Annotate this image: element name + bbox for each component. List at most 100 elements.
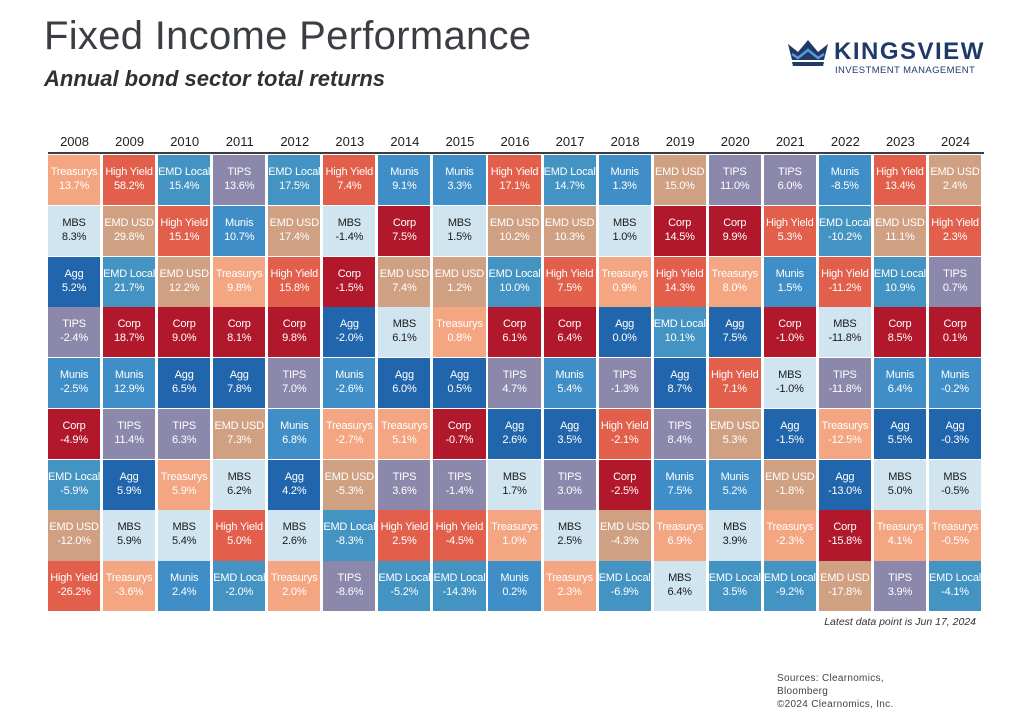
return-cell: Munis 3.3% — [433, 155, 486, 206]
return-value: -8.5% — [830, 180, 859, 192]
sector-label: Munis — [335, 369, 364, 382]
return-cell: MBS 5.9% — [103, 510, 156, 561]
sector-label: Agg — [174, 369, 194, 382]
sector-label: TIPS — [612, 369, 637, 382]
return-cell: Munis 12.9% — [103, 358, 156, 409]
return-cell: Corp 6.4% — [543, 307, 596, 358]
year-label: 2019 — [665, 134, 695, 149]
return-cell: MBS 1.0% — [598, 205, 651, 256]
return-cell: EMD Local -14.3% — [433, 561, 486, 612]
return-value: 3.9% — [722, 535, 747, 548]
sector-label: Corp — [62, 419, 86, 432]
return-value: 5.1% — [392, 433, 417, 446]
return-value: 12.2% — [169, 281, 200, 294]
sector-label: High Yield — [160, 216, 208, 229]
return-value: 10.7% — [224, 230, 255, 243]
return-value: 9.8% — [227, 281, 252, 294]
sector-label: MBS — [447, 216, 472, 229]
return-value: 10.9% — [884, 281, 916, 294]
return-cell: Agg 6.0% — [378, 358, 431, 409]
sector-label: MBS — [227, 470, 251, 483]
latest-data-note: Latest data point is Jun 17, 2024 — [824, 616, 976, 628]
return-value: 21.7% — [113, 281, 145, 294]
return-value: -1.8% — [775, 484, 804, 497]
sector-label: EMD Local — [488, 267, 541, 280]
return-cell: Agg -13.0% — [818, 459, 871, 510]
sector-label: EMD USD — [49, 521, 99, 534]
return-cell: EMD USD -4.3% — [598, 510, 651, 561]
crown-icon — [788, 40, 828, 66]
return-value: -0.2% — [941, 383, 969, 396]
return-value: -2.5% — [610, 484, 639, 497]
sector-label: Corp — [282, 318, 306, 331]
sector-label: Corp — [172, 318, 196, 331]
year-label: 2013 — [335, 134, 365, 149]
sector-label: EMD Local — [873, 267, 926, 280]
return-value: 7.4% — [392, 281, 417, 294]
kingsview-logo: KINGSVIEW INVESTMENT MANAGEMENT — [788, 38, 983, 78]
return-value: -5.3% — [335, 484, 364, 497]
sector-label: High Yield — [215, 521, 263, 534]
sector-label: MBS — [502, 470, 527, 483]
sector-label: TIPS — [62, 318, 86, 331]
return-value: -2.0% — [225, 586, 254, 599]
return-cell: EMD Local -4.1% — [928, 561, 982, 612]
return-cell: EMD USD 2.4% — [928, 155, 982, 206]
sector-label: MBS — [888, 470, 912, 483]
sector-label: Treasurys — [381, 419, 428, 432]
return-cell: EMD Local -5.2% — [378, 561, 431, 612]
return-value: 4.1% — [887, 535, 913, 548]
return-cell: EMD USD 15.0% — [653, 155, 706, 206]
sector-label: EMD Local — [378, 572, 431, 585]
return-value: 10.2% — [499, 230, 530, 243]
sector-label: Corp — [888, 318, 912, 331]
sector-label: High Yield — [435, 521, 484, 534]
return-cell: Corp -1.5% — [323, 256, 376, 307]
sector-label: Treasurys — [436, 318, 483, 331]
year-label: 2008 — [60, 134, 89, 149]
return-cell: Agg 5.5% — [873, 408, 926, 459]
sector-label: MBS — [337, 216, 361, 229]
return-cell: Treasurys -3.6% — [103, 561, 156, 612]
return-cell: MBS 5.0% — [873, 459, 926, 510]
return-value: -0.3% — [941, 433, 969, 446]
return-cell: Munis 7.5% — [653, 459, 706, 510]
return-cell: Munis -2.6% — [323, 358, 376, 409]
return-cell: Corp 18.7% — [103, 307, 156, 358]
sector-label: EMD Local — [818, 216, 871, 229]
return-cell: High Yield 7.4% — [323, 155, 376, 206]
sector-label: High Yield — [931, 216, 979, 229]
return-cell: EMD Local 14.7% — [543, 155, 596, 206]
return-cell: Munis 9.1% — [378, 155, 431, 206]
return-cell: High Yield 5.0% — [213, 510, 266, 561]
return-cell: Munis 6.4% — [873, 358, 926, 409]
sources-line-2: Bloomberg — [777, 686, 829, 697]
sector-label: Treasurys — [656, 521, 704, 534]
return-cell: Agg 5.9% — [103, 459, 156, 510]
return-cell: Munis 2.4% — [158, 561, 211, 612]
sector-label: EMD USD — [104, 216, 154, 229]
sector-label: TIPS — [557, 470, 582, 483]
sector-label: TIPS — [172, 419, 196, 432]
return-cell: Corp -2.5% — [598, 459, 651, 510]
sector-label: High Yield — [380, 521, 429, 534]
sector-label: TIPS — [227, 166, 252, 178]
sector-label: Treasurys — [160, 470, 208, 483]
return-cell: EMD USD 29.8% — [103, 205, 156, 256]
sector-label: Munis — [59, 369, 89, 382]
return-value: 2.5% — [392, 535, 417, 548]
sector-label: Agg — [835, 470, 855, 483]
return-cell: Treasurys 9.8% — [213, 256, 266, 307]
return-value: 15.1% — [169, 230, 200, 243]
return-value: 0.5% — [447, 383, 472, 396]
return-value: 6.5% — [172, 383, 197, 396]
sector-label: High Yield — [50, 572, 98, 585]
return-cell: Agg 6.5% — [158, 358, 211, 409]
return-value: -2.3% — [775, 535, 804, 548]
return-cell: Treasurys -0.5% — [928, 510, 982, 561]
return-cell: Corp 9.0% — [158, 307, 211, 358]
return-value: 2.0% — [282, 586, 307, 599]
sector-label: TIPS — [833, 369, 857, 382]
return-value: 13.6% — [224, 180, 255, 192]
return-cell: EMD USD 7.4% — [378, 256, 431, 307]
